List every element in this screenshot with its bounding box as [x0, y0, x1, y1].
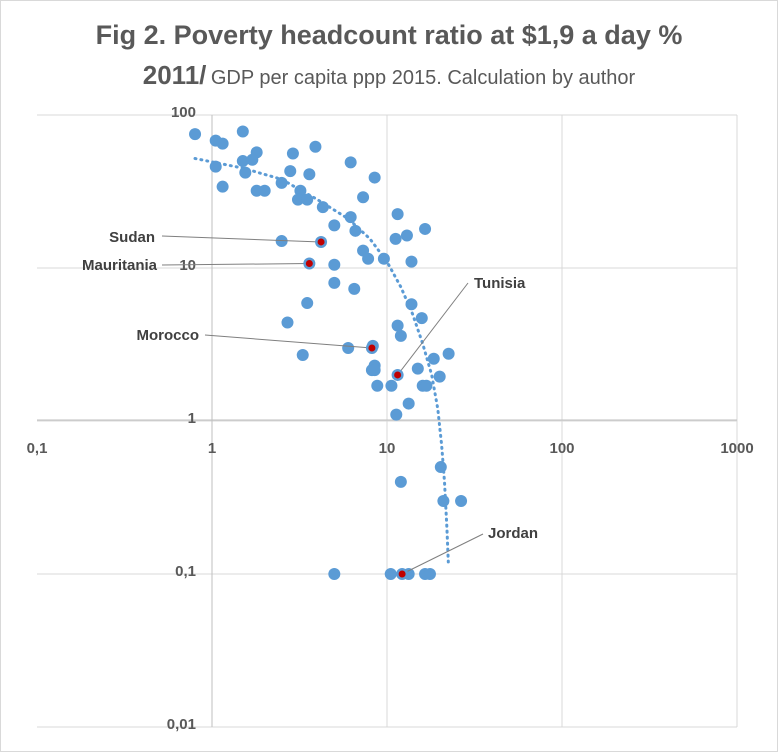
data-point: [281, 316, 294, 329]
x-tick-label: 1000: [720, 440, 753, 457]
data-point: [394, 329, 407, 342]
points-layer: [189, 125, 468, 580]
data-point: [316, 201, 329, 214]
trendline: [193, 157, 450, 564]
highlighted-point-marker: [368, 344, 376, 352]
data-point: [189, 128, 202, 141]
data-point: [342, 342, 355, 355]
trendline-layer: [193, 157, 450, 564]
data-point: [309, 140, 322, 153]
data-point: [368, 171, 381, 184]
data-point: [344, 156, 357, 169]
y-tick-label: 0,1: [175, 563, 196, 580]
data-point: [390, 408, 403, 421]
data-point: [258, 184, 271, 197]
highlighted-point-marker: [394, 371, 402, 379]
data-point: [423, 568, 436, 580]
annotation-label: Sudan: [109, 229, 155, 246]
data-point: [402, 397, 415, 410]
data-point: [419, 222, 432, 235]
data-point: [328, 568, 341, 580]
data-point: [368, 364, 381, 377]
data-point: [284, 165, 297, 178]
data-point: [411, 362, 424, 375]
data-point: [291, 193, 304, 206]
annotation-label: Morocco: [136, 327, 199, 344]
annotation-leader: [397, 282, 469, 376]
data-point: [384, 568, 397, 580]
data-point: [246, 153, 259, 166]
data-point: [455, 495, 468, 508]
x-tick-label: 10: [379, 440, 396, 457]
highlighted-points-layer: [303, 235, 409, 580]
y-tick-label: 0,01: [167, 716, 196, 733]
data-point: [377, 252, 390, 265]
data-point: [296, 349, 309, 362]
data-point: [236, 155, 249, 168]
data-point: [394, 475, 407, 488]
data-point: [301, 193, 314, 206]
gridlines: [37, 114, 738, 728]
x-tick-label: 0,1: [27, 440, 48, 457]
x-tick-label: 1: [208, 440, 216, 457]
data-point: [405, 255, 418, 268]
highlighted-point-marker: [398, 570, 406, 578]
data-point: [391, 319, 404, 332]
data-point: [348, 282, 361, 295]
data-point: [301, 297, 314, 310]
data-point: [420, 379, 433, 392]
annotation-label: Tunisia: [474, 275, 526, 292]
data-point: [239, 166, 252, 179]
data-point: [275, 176, 288, 189]
data-point: [328, 219, 341, 232]
data-point: [328, 258, 341, 271]
y-tick-label: 100: [171, 104, 196, 121]
data-point: [389, 232, 402, 245]
chart-title-line2-main: 2011/: [142, 60, 207, 90]
data-point: [437, 495, 450, 508]
chart-subtitle: GDP per capita ppp 2015. Calculation by …: [210, 67, 636, 89]
data-point: [385, 379, 398, 392]
data-point: [405, 298, 418, 311]
y-tick-label: 1: [188, 410, 196, 427]
data-point: [286, 147, 299, 160]
y-tick-label: 10: [179, 257, 196, 274]
data-point: [236, 125, 249, 138]
data-point: [371, 379, 384, 392]
data-point: [362, 252, 375, 265]
data-point: [209, 160, 222, 173]
data-point: [216, 180, 229, 193]
data-point: [349, 224, 362, 237]
chart-title-line2: 2011/ GDP per capita ppp 2015. Calculati…: [0, 60, 778, 91]
highlighted-point-marker: [317, 238, 325, 246]
data-point: [391, 208, 404, 221]
data-point: [415, 312, 428, 325]
chart-title-line1: Fig 2. Poverty headcount ratio at $1,9 a…: [95, 20, 683, 50]
data-point: [328, 276, 341, 289]
data-point: [303, 168, 316, 181]
data-point: [400, 229, 413, 242]
data-point: [216, 137, 229, 150]
annotation-label: Jordan: [488, 525, 538, 542]
annotation-leaders: [161, 235, 484, 575]
annotation-leader: [161, 263, 310, 266]
data-point: [434, 461, 447, 474]
data-point: [433, 370, 446, 383]
highlighted-point-marker: [305, 260, 313, 268]
annotation-leader: [204, 334, 372, 349]
axes: 0,1 1 10 100 1000 0,01 0,1 1 10 100: [27, 104, 754, 733]
annotation-label: Mauritania: [82, 257, 158, 274]
x-tick-label: 100: [549, 440, 574, 457]
data-point: [344, 211, 357, 224]
annotation-labels: Sudan Mauritania Morocco Tunisia Jordan: [82, 229, 538, 542]
data-point: [275, 235, 288, 248]
annotation-leader: [161, 235, 322, 243]
data-point: [357, 191, 370, 204]
annotation-leader: [401, 533, 484, 575]
data-point: [442, 347, 455, 360]
data-point: [427, 352, 440, 365]
